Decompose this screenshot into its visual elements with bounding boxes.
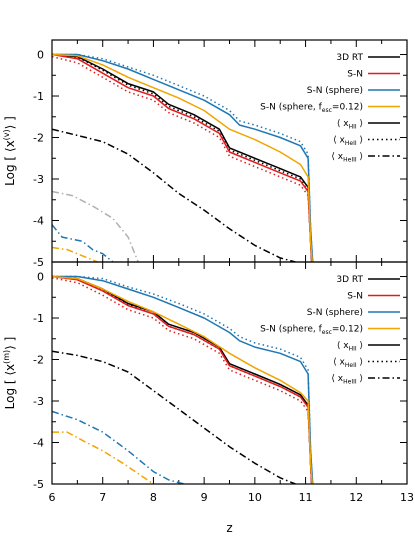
y-tick-label: -5 — [33, 478, 44, 491]
y-tick-label: 0 — [37, 49, 44, 62]
legend-label: ⟨ xHeIII ⟩ — [331, 152, 363, 164]
x-tick-label: 9 — [201, 491, 208, 504]
x-tick-label: 13 — [400, 491, 414, 504]
series-3d-rt-heii — [52, 275, 313, 484]
series-s-n-sphere-heiii — [52, 224, 114, 262]
y-axis-label: Log [ ⟨x(m)⟩ ] — [2, 337, 17, 410]
series-3d-rt-heiii — [52, 128, 296, 262]
series-s-n-sphere-fesc-0-12-heiii — [52, 246, 98, 262]
x-tick-label: 10 — [248, 491, 262, 504]
series-s-n-heii — [52, 277, 313, 484]
y-tick-label: -4 — [33, 215, 44, 228]
panel-mass: 6 7 8 9 10 11 12 13 0 -1 -2 -3 -4 -5 Log [ ⟨x(m)⟩ ] z 3D… — [2, 261, 414, 535]
legend-label: S-N (sphere, fesc=0.12) — [260, 325, 363, 337]
y-tick-label: -1 — [33, 90, 44, 103]
series-group — [52, 53, 314, 262]
legend-label: ⟨ xHeII ⟩ — [333, 136, 363, 148]
y-tick-label: -3 — [33, 395, 44, 408]
y-tick-label: 0 — [37, 271, 44, 284]
legend: 3D RT S-N S-N (sphere) S-N (sphere, fesc=0.… — [260, 53, 400, 164]
y-tick-label: -3 — [33, 173, 44, 186]
series-3d-rt-heiii — [52, 350, 296, 484]
y-tick-label: -2 — [33, 354, 44, 367]
series-group — [52, 275, 314, 484]
legend-label: S-N (sphere) — [307, 86, 363, 96]
x-tick-label: 8 — [150, 491, 157, 504]
series-s-n-sphere-hii — [52, 53, 314, 262]
series-s-n-sphere-heii — [52, 53, 314, 262]
series-s-n-sphere-heiii — [52, 410, 185, 484]
legend-label: ⟨ xHeIII ⟩ — [331, 374, 363, 386]
plot-frame — [51, 261, 408, 485]
series-s-n-sphere-fesc-0-12-heiii — [52, 431, 154, 484]
series-s-n-sphere-fesc-0-12-hii — [52, 53, 313, 262]
legend-label: ⟨ xHII ⟩ — [337, 119, 363, 131]
legend-label: S-N — [347, 292, 363, 302]
x-tick-label: 6 — [49, 491, 56, 504]
x-tick-label: 11 — [299, 491, 313, 504]
y-tick-label: -5 — [33, 256, 44, 269]
legend-label: S-N — [347, 70, 363, 80]
series-s-n-hii — [52, 53, 313, 262]
legend-label: S-N (sphere) — [307, 308, 363, 318]
legend-label: 3D RT — [336, 275, 363, 285]
y-tick-label: -4 — [33, 437, 44, 450]
y-axis-label: Log [ ⟨x(v)⟩ ] — [2, 116, 17, 186]
series-s-n-sphere-hii — [52, 275, 314, 484]
legend: 3D RT S-N S-N (sphere) S-N (sphere, fesc=0.… — [260, 275, 400, 386]
x-tick-label: 12 — [349, 491, 363, 504]
x-tick-label: 7 — [99, 491, 106, 504]
panel-volume: 0 -1 -2 -3 -4 -5 Log [ ⟨x(v)⟩ ] 3D RT S-N S-N (sp… — [2, 39, 408, 269]
y-tick-label: -1 — [33, 312, 44, 325]
series-3d-rt-heii — [52, 53, 313, 262]
series-s-n-hii — [52, 275, 313, 484]
x-axis-label: z — [226, 521, 232, 535]
series-s-n-sphere-heii — [52, 275, 314, 484]
y-tick-label: -2 — [33, 132, 44, 145]
legend-label: ⟨ xHII ⟩ — [337, 341, 363, 353]
series-s-n-sphere-fesc-0-12-hii — [52, 275, 313, 484]
legend-label: S-N (sphere, fesc=0.12) — [260, 103, 363, 115]
series-3d-rt-hii — [52, 275, 313, 484]
legend-label: ⟨ xHeII ⟩ — [333, 358, 363, 370]
series-3d-rt-hii — [52, 53, 313, 262]
series-s-n-heiii — [52, 190, 139, 262]
legend-label: 3D RT — [336, 53, 363, 63]
